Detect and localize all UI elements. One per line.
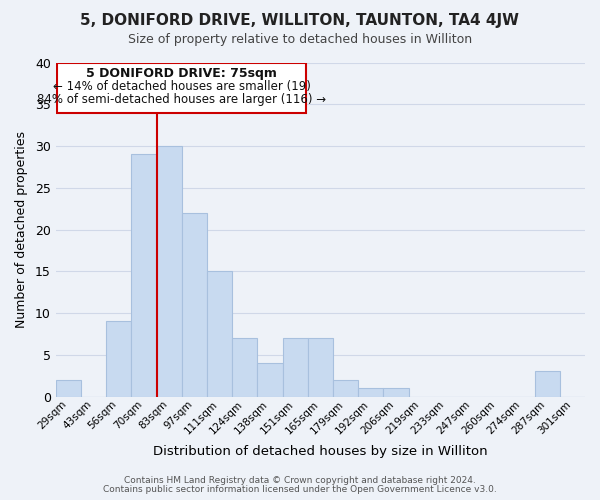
Bar (207, 272, 232, 396)
Text: 5 DONIFORD DRIVE: 75sqm: 5 DONIFORD DRIVE: 75sqm (86, 66, 277, 80)
Bar (358, 388, 383, 396)
Bar (283, 338, 308, 396)
Bar (257, 363, 283, 396)
Bar (106, 322, 131, 396)
Text: Contains public sector information licensed under the Open Government Licence v3: Contains public sector information licen… (103, 485, 497, 494)
Bar (56, 380, 81, 396)
Text: ← 14% of detached houses are smaller (19): ← 14% of detached houses are smaller (19… (53, 80, 311, 93)
Text: Size of property relative to detached houses in Williton: Size of property relative to detached ho… (128, 32, 472, 46)
Bar (232, 338, 257, 396)
Bar (157, 146, 182, 397)
Text: Contains HM Land Registry data © Crown copyright and database right 2024.: Contains HM Land Registry data © Crown c… (124, 476, 476, 485)
Text: 84% of semi-detached houses are larger (116) →: 84% of semi-detached houses are larger (… (37, 92, 326, 106)
Text: 5, DONIFORD DRIVE, WILLITON, TAUNTON, TA4 4JW: 5, DONIFORD DRIVE, WILLITON, TAUNTON, TA… (80, 12, 520, 28)
Bar (535, 372, 560, 396)
Bar (383, 388, 409, 396)
FancyBboxPatch shape (57, 62, 307, 112)
Bar (131, 154, 157, 396)
X-axis label: Distribution of detached houses by size in Williton: Distribution of detached houses by size … (153, 444, 488, 458)
Bar (182, 213, 207, 396)
Y-axis label: Number of detached properties: Number of detached properties (15, 131, 28, 328)
Bar (333, 380, 358, 396)
Bar (308, 338, 333, 396)
